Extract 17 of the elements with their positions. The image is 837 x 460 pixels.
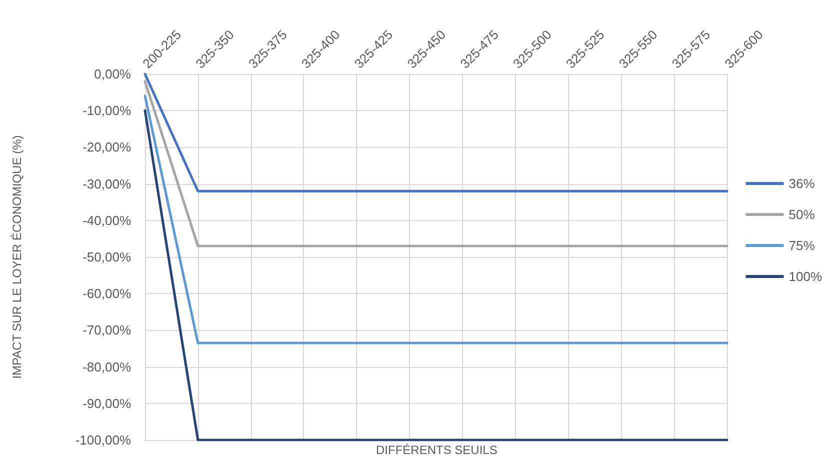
y-tick-label: -90,00%: [82, 396, 132, 411]
y-tick-label: -100,00%: [75, 432, 132, 448]
y-tick-label: -50,00%: [82, 250, 132, 264]
y-axis-title: IMPACT SUR LE LOYER ÉCONOMIQUE (%): [10, 135, 24, 379]
y-tick-label: -10,00%: [82, 103, 132, 118]
y-tick-label: 0,00%: [94, 66, 132, 82]
legend-label: 36%: [788, 176, 816, 191]
y-tick-label: -60,00%: [82, 286, 132, 302]
legend-label: 75%: [788, 238, 816, 253]
y-tick-label: -30,00%: [82, 176, 132, 192]
legend-label: 100%: [788, 269, 822, 284]
y-tick-label: -80,00%: [82, 359, 132, 374]
x-axis-title: DIFFÉRENTS SEUILS: [376, 443, 498, 457]
y-tick-label: -40,00%: [82, 212, 132, 228]
y-tick-label: -20,00%: [82, 140, 132, 155]
y-tick-label: -70,00%: [82, 322, 132, 338]
legend-label: 50%: [788, 207, 816, 222]
